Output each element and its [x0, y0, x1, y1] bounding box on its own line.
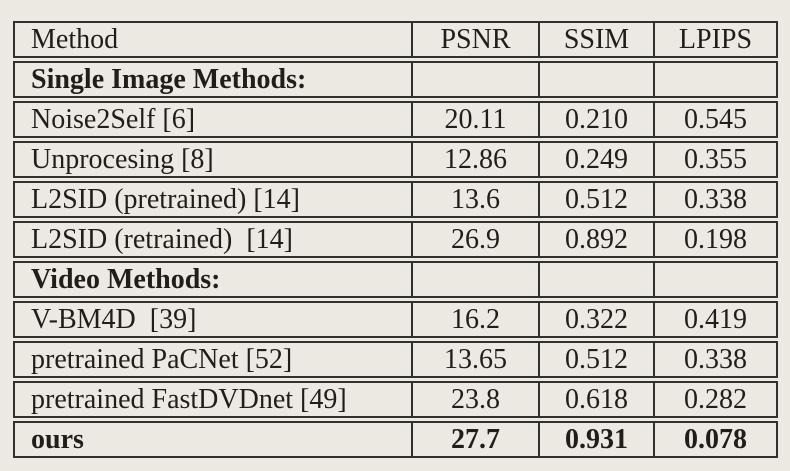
- method-cell: L2SID (retrained) [14]: [13, 221, 413, 258]
- ssim-cell: 0.210: [540, 101, 655, 138]
- psnr-cell: 13.65: [413, 341, 540, 378]
- table-row-ours: ours 27.7 0.931 0.078: [13, 421, 778, 458]
- ssim-cell: [540, 61, 655, 98]
- lpips-cell: 0.338: [655, 341, 778, 378]
- section-row-single-image: Single Image Methods:: [13, 61, 778, 98]
- method-cell: L2SID (pretrained) [14]: [13, 181, 413, 218]
- table-row-noise2self: Noise2Self [6] 20.11 0.210 0.545: [13, 101, 778, 138]
- column-header-lpips: LPIPS: [655, 21, 778, 58]
- method-cell: Noise2Self [6]: [13, 101, 413, 138]
- table-row-vbm4d: V-BM4D [39] 16.2 0.322 0.419: [13, 301, 778, 338]
- ssim-cell: 0.931: [540, 421, 655, 458]
- ssim-cell: 0.512: [540, 341, 655, 378]
- ssim-cell: 0.892: [540, 221, 655, 258]
- table-row-unprocesing: Unprocesing [8] 12.86 0.249 0.355: [13, 141, 778, 178]
- psnr-cell: 23.8: [413, 381, 540, 418]
- lpips-cell: 0.419: [655, 301, 778, 338]
- method-cell: Unprocesing [8]: [13, 141, 413, 178]
- method-cell: ours: [13, 421, 413, 458]
- lpips-cell: 0.282: [655, 381, 778, 418]
- psnr-cell: 12.86: [413, 141, 540, 178]
- section-label: Video Methods:: [13, 261, 413, 298]
- psnr-cell: 16.2: [413, 301, 540, 338]
- ssim-cell: 0.249: [540, 141, 655, 178]
- table-row-l2sid-retrained: L2SID (retrained) [14] 26.9 0.892 0.198: [13, 221, 778, 258]
- column-header-psnr: PSNR: [413, 21, 540, 58]
- ssim-cell: 0.322: [540, 301, 655, 338]
- psnr-cell: 20.11: [413, 101, 540, 138]
- psnr-cell: [413, 61, 540, 98]
- ssim-cell: 0.618: [540, 381, 655, 418]
- lpips-cell: 0.198: [655, 221, 778, 258]
- lpips-cell: 0.338: [655, 181, 778, 218]
- method-cell: pretrained PaCNet [52]: [13, 341, 413, 378]
- ssim-cell: 0.512: [540, 181, 655, 218]
- method-cell: V-BM4D [39]: [13, 301, 413, 338]
- column-header-method: Method: [13, 21, 413, 58]
- section-label: Single Image Methods:: [13, 61, 413, 98]
- table-row-l2sid-pretrained: L2SID (pretrained) [14] 13.6 0.512 0.338: [13, 181, 778, 218]
- psnr-cell: [413, 261, 540, 298]
- section-row-video: Video Methods:: [13, 261, 778, 298]
- lpips-cell: [655, 61, 778, 98]
- results-table: Method PSNR SSIM LPIPS Single Image Meth…: [13, 18, 778, 461]
- lpips-cell: 0.355: [655, 141, 778, 178]
- lpips-cell: 0.078: [655, 421, 778, 458]
- lpips-cell: [655, 261, 778, 298]
- table-row-pacnet: pretrained PaCNet [52] 13.65 0.512 0.338: [13, 341, 778, 378]
- lpips-cell: 0.545: [655, 101, 778, 138]
- header-row: Method PSNR SSIM LPIPS: [13, 21, 778, 58]
- psnr-cell: 27.7: [413, 421, 540, 458]
- psnr-cell: 26.9: [413, 221, 540, 258]
- column-header-ssim: SSIM: [540, 21, 655, 58]
- ssim-cell: [540, 261, 655, 298]
- table-row-fastdvdnet: pretrained FastDVDnet [49] 23.8 0.618 0.…: [13, 381, 778, 418]
- method-cell: pretrained FastDVDnet [49]: [13, 381, 413, 418]
- psnr-cell: 13.6: [413, 181, 540, 218]
